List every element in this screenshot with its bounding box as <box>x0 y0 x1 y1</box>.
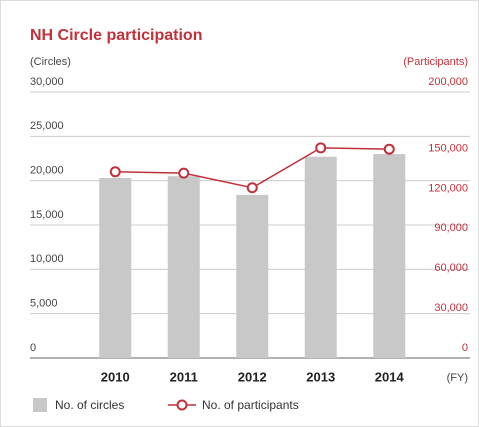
line-marker <box>315 142 327 154</box>
y-axis-label: (Circles) <box>30 56 71 68</box>
x-tick-label: 2011 <box>170 369 198 384</box>
line-marker <box>178 167 190 179</box>
x-tick-label: 2010 <box>101 369 130 384</box>
y2-tick-label: 60,000 <box>434 262 468 274</box>
x-tick-label: 2012 <box>238 369 267 384</box>
bar <box>304 156 337 358</box>
y2-axis-label: (Participants) <box>403 56 468 68</box>
legend-swatch <box>33 398 47 412</box>
y-tick-label: 0 <box>30 342 36 354</box>
line-marker <box>246 182 258 194</box>
x-axis-label: (FY) <box>447 372 468 384</box>
bar <box>373 154 406 358</box>
line-marker <box>109 166 121 178</box>
bar <box>236 194 269 358</box>
y2-tick-label: 90,000 <box>434 222 468 234</box>
bar <box>99 178 132 358</box>
y-tick-label: 20,000 <box>30 165 64 177</box>
y2-tick-label: 30,000 <box>434 302 468 314</box>
y2-tick-label: 120,000 <box>428 182 468 194</box>
y-tick-label: 25,000 <box>30 120 64 132</box>
y-tick-label: 5,000 <box>30 298 58 310</box>
legend-label: No. of participants <box>202 398 299 412</box>
y2-tick-label: 200,000 <box>428 76 468 88</box>
x-tick-label: 2013 <box>306 369 335 384</box>
legend-label: No. of circles <box>55 398 124 412</box>
legend-swatch <box>176 399 188 411</box>
y2-tick-label: 0 <box>462 342 468 354</box>
bar <box>167 176 200 358</box>
y-tick-label: 30,000 <box>30 76 64 88</box>
y-tick-label: 10,000 <box>30 253 64 265</box>
y2-tick-label: 150,000 <box>428 142 468 154</box>
y-tick-label: 15,000 <box>30 209 64 221</box>
chart-title: NH Circle participation <box>30 27 202 44</box>
x-tick-label: 2014 <box>375 369 405 384</box>
line-marker <box>383 143 395 155</box>
